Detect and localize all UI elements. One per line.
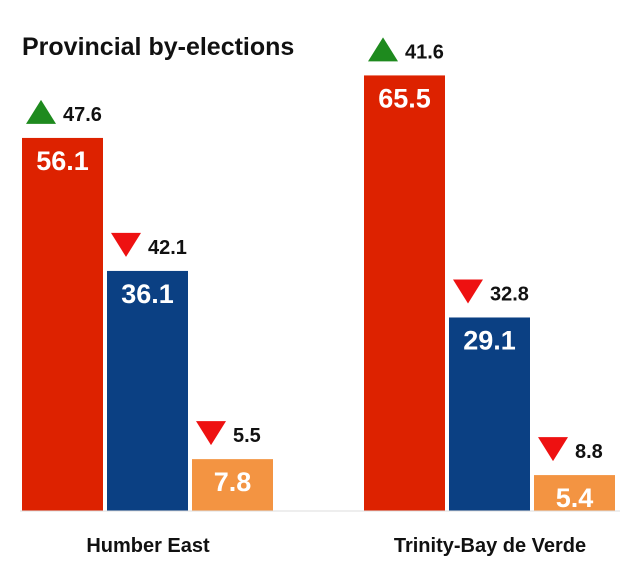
down-triangle-icon [538, 437, 568, 462]
previous-result-label: 42.1 [148, 237, 187, 259]
bar [364, 75, 445, 512]
down-triangle-icon [111, 232, 141, 257]
bar-value-label: 7.8 [214, 467, 252, 497]
category-label: Trinity-Bay de Verde [394, 535, 586, 557]
previous-result-label: 8.8 [575, 441, 603, 463]
bar [107, 270, 188, 511]
bar-value-label: 5.4 [556, 483, 594, 513]
bar-value-label: 65.5 [378, 83, 431, 113]
bar [22, 137, 103, 511]
previous-result-label: 32.8 [490, 283, 529, 305]
up-triangle-icon [368, 37, 398, 62]
up-triangle-icon [26, 99, 56, 124]
down-triangle-icon [196, 421, 226, 446]
bar-value-label: 56.1 [36, 146, 89, 176]
previous-result-label: 47.6 [63, 104, 102, 126]
bar [192, 459, 273, 511]
bar [449, 317, 530, 511]
bar-value-label: 36.1 [121, 279, 174, 309]
down-triangle-icon [453, 279, 483, 304]
category-label: Humber East [86, 535, 210, 557]
chart-title: Provincial by-elections [22, 33, 294, 61]
bar [534, 475, 615, 511]
previous-result-label: 5.5 [233, 425, 261, 447]
bar-value-label: 29.1 [463, 325, 516, 355]
previous-result-label: 41.6 [405, 41, 444, 63]
plot-area: 56.1 47.6 36.1 42.1 7.8 5.5 Humber East 65.5 41.… [22, 37, 615, 557]
